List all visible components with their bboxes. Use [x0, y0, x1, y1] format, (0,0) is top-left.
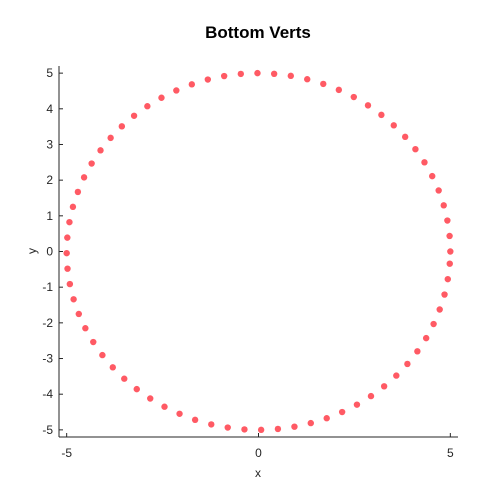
data-point — [191, 416, 199, 424]
y-tick-label: 5 — [46, 66, 53, 80]
data-point — [161, 403, 168, 410]
data-point — [75, 310, 82, 318]
data-point — [158, 94, 165, 101]
data-point — [421, 159, 428, 166]
data-point — [176, 410, 183, 417]
data-point — [440, 202, 447, 209]
y-tick-label: -1 — [42, 280, 53, 294]
data-point — [320, 80, 327, 88]
data-point — [429, 172, 436, 180]
data-point — [338, 408, 346, 416]
data-point — [441, 291, 448, 298]
data-point — [393, 372, 400, 379]
data-point — [66, 218, 73, 226]
x-axis-label: x — [255, 466, 261, 480]
data-point — [254, 69, 261, 77]
data-point — [208, 421, 215, 428]
data-point — [287, 72, 295, 80]
data-point — [109, 364, 116, 371]
data-points — [63, 69, 454, 434]
data-point — [82, 325, 89, 332]
data-point — [64, 265, 71, 272]
data-point — [378, 111, 385, 119]
data-point — [147, 395, 154, 402]
x-tick-label: 5 — [447, 446, 454, 460]
data-point — [446, 260, 453, 267]
data-point — [367, 392, 375, 400]
data-point — [401, 133, 409, 141]
data-point — [380, 383, 388, 390]
data-point — [335, 86, 343, 94]
data-point — [414, 348, 421, 355]
data-point — [188, 81, 196, 88]
data-point — [241, 426, 248, 433]
data-point — [99, 351, 106, 359]
data-point — [224, 424, 231, 431]
data-point — [404, 360, 411, 368]
axes — [58, 66, 458, 438]
y-ticks: -5 -4 -3 -2 -1 0 1 2 3 4 5 — [42, 66, 63, 437]
y-tick-label: 3 — [46, 137, 53, 151]
data-point — [444, 275, 451, 283]
y-tick-label: -4 — [42, 387, 53, 401]
data-point — [353, 401, 361, 408]
data-point — [64, 234, 71, 241]
data-point — [350, 93, 357, 101]
data-point — [446, 232, 453, 240]
y-tick-label: 4 — [46, 102, 53, 116]
data-point — [257, 426, 265, 434]
data-point — [220, 72, 228, 80]
x-ticks: -5 0 5 — [61, 433, 454, 460]
data-point — [69, 203, 77, 211]
data-point — [90, 338, 97, 346]
y-tick-label: -3 — [42, 352, 53, 366]
data-point — [74, 188, 82, 196]
data-point — [130, 112, 138, 119]
data-point — [447, 248, 454, 255]
data-point — [88, 160, 95, 167]
y-tick-label: -2 — [42, 316, 53, 330]
data-point — [304, 76, 311, 83]
data-point — [274, 425, 282, 433]
data-point — [364, 102, 372, 109]
y-tick-label: 2 — [46, 173, 53, 187]
y-tick-label: 0 — [46, 245, 53, 259]
data-point — [435, 187, 442, 194]
data-point — [412, 145, 419, 153]
chart-title: Bottom Verts — [205, 23, 311, 42]
data-point — [144, 103, 151, 110]
data-point — [307, 419, 314, 427]
data-point — [133, 385, 140, 393]
data-point — [237, 70, 245, 78]
x-tick-label: -5 — [61, 446, 72, 460]
data-point — [80, 174, 88, 181]
data-point — [66, 280, 74, 288]
data-point — [173, 87, 180, 94]
data-point — [118, 123, 126, 130]
data-point — [430, 320, 437, 328]
data-point — [63, 249, 70, 257]
data-point — [270, 70, 278, 78]
data-point — [121, 375, 128, 382]
data-point — [390, 122, 397, 129]
y-axis-label: y — [25, 248, 39, 254]
data-point — [97, 147, 104, 154]
data-point — [422, 334, 430, 342]
data-point — [323, 415, 330, 422]
data-point — [291, 423, 298, 430]
data-point — [70, 296, 77, 303]
data-point — [107, 134, 114, 142]
data-point — [204, 76, 212, 83]
x-tick-label: 0 — [255, 446, 262, 460]
y-tick-label: 1 — [46, 209, 53, 223]
data-point — [436, 306, 443, 313]
y-tick-label: -5 — [42, 423, 53, 437]
data-point — [444, 217, 451, 224]
